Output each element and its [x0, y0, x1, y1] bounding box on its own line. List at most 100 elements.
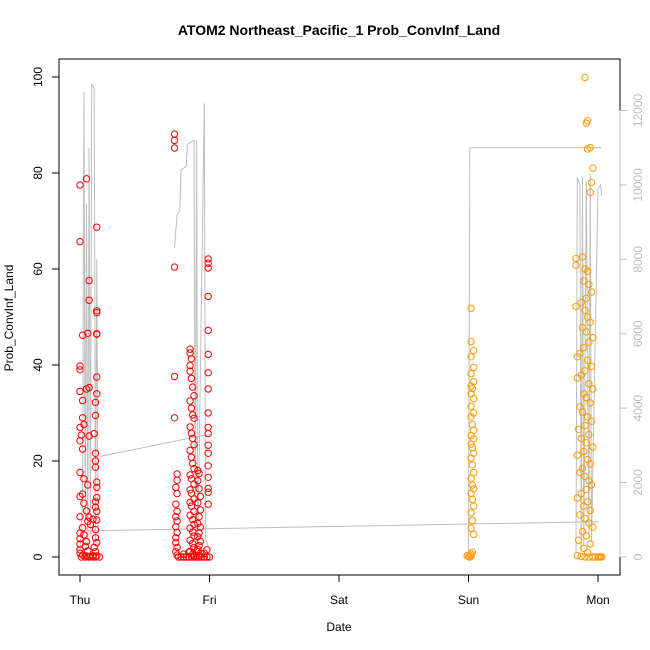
data-point [200, 553, 209, 561]
data-point [204, 473, 212, 481]
data-point [582, 119, 590, 127]
data-point [580, 502, 588, 510]
data-point [187, 429, 196, 437]
data-point [204, 292, 212, 301]
data-point [170, 136, 179, 145]
data-point [195, 469, 203, 478]
data-point [572, 254, 580, 263]
data-point [580, 544, 588, 553]
data-point [80, 475, 88, 483]
data-point [586, 318, 594, 326]
data-point [91, 525, 100, 534]
data-point [190, 441, 198, 449]
data-point [586, 399, 594, 407]
data-point [95, 553, 104, 561]
data-point [78, 331, 87, 339]
data-point [586, 506, 594, 515]
data-point [192, 553, 201, 561]
data-point [76, 529, 84, 537]
data-point [93, 330, 101, 338]
data-point [587, 417, 596, 425]
data-point [585, 338, 593, 346]
y-tick-label: 100 [31, 67, 45, 87]
data-point [198, 553, 206, 561]
data-point [90, 543, 98, 552]
data-point [76, 181, 84, 189]
data-point [587, 362, 596, 371]
data-point [467, 440, 475, 448]
data-point [205, 553, 214, 561]
data-point [587, 288, 596, 296]
data-point [586, 460, 594, 468]
data-point [468, 481, 477, 489]
y2-tick-label: 0 [631, 553, 645, 560]
data-point [170, 263, 179, 271]
data-point [185, 548, 193, 556]
data-point [466, 553, 474, 561]
data-point [204, 326, 212, 335]
data-point [179, 550, 188, 558]
line-segment-2 [174, 102, 209, 550]
data-point [470, 502, 478, 510]
data-point [93, 390, 101, 398]
data-point [186, 471, 194, 479]
data-point [190, 520, 198, 529]
data-point [195, 529, 203, 537]
data-point [173, 470, 181, 478]
data-point [82, 507, 91, 515]
y2-tick-label: 10000 [631, 168, 645, 202]
data-point [578, 323, 587, 332]
chart-title: ATOM2 Northeast_Pacific_1 Prob_ConvInf_L… [178, 22, 500, 38]
data-point [190, 392, 198, 400]
data-point [577, 434, 585, 443]
y-tick-label: 80 [31, 166, 45, 180]
data-point [194, 519, 202, 528]
data-point [589, 385, 597, 393]
data-point [189, 411, 197, 419]
data-point [187, 404, 196, 412]
data-point [190, 507, 198, 516]
data-point [76, 513, 84, 521]
data-point [468, 495, 477, 504]
data-point [204, 462, 212, 470]
data-point [76, 362, 84, 370]
data-point [468, 384, 477, 393]
data-point [574, 425, 583, 433]
data-point [467, 524, 475, 532]
data-point [467, 369, 475, 378]
data-point [573, 353, 581, 361]
data-point [578, 253, 587, 261]
data-point [194, 499, 202, 507]
data-point [186, 498, 194, 506]
y2-tick-label: 8000 [631, 246, 645, 273]
data-point [186, 486, 194, 494]
data-point [203, 546, 211, 554]
data-point [470, 346, 478, 355]
x-tick-label: Mon [586, 593, 609, 607]
data-point [580, 344, 588, 352]
data-point [204, 429, 212, 438]
y2-tick-label: 2000 [631, 469, 645, 496]
data-point [576, 468, 584, 477]
x-axis-label: Date [326, 620, 352, 634]
data-point [586, 188, 594, 196]
data-point [589, 443, 597, 451]
data-point [467, 413, 475, 421]
data-point [581, 514, 589, 523]
data-point [76, 437, 84, 445]
data-point [93, 223, 101, 231]
data-point [85, 276, 93, 285]
data-point [170, 414, 179, 422]
data-point [173, 507, 181, 516]
data-point [467, 402, 475, 410]
y-tick-label: 0 [31, 553, 45, 560]
data-point [582, 294, 590, 302]
y2-tick-label: 6000 [631, 320, 645, 347]
data-point [190, 543, 198, 552]
data-point [82, 537, 91, 546]
data-point [93, 478, 101, 486]
data-point [583, 413, 592, 421]
data-point [581, 553, 589, 561]
data-point [173, 528, 181, 537]
